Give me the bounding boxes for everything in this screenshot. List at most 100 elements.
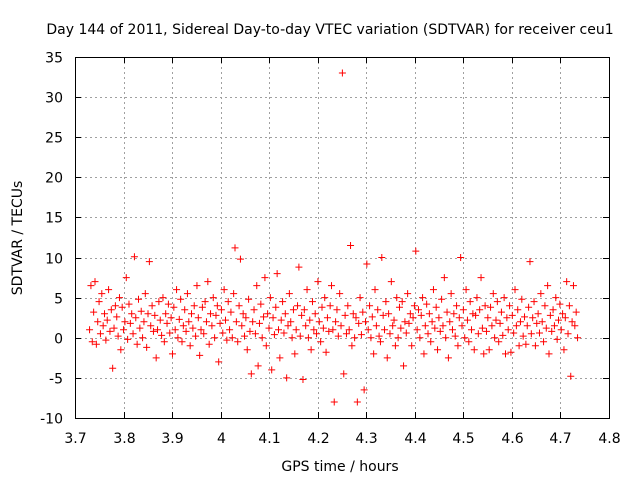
data-point — [353, 398, 361, 406]
data-point — [408, 342, 416, 350]
data-point — [251, 330, 259, 338]
data-point — [213, 302, 221, 310]
data-point — [186, 342, 194, 350]
data-point — [134, 295, 142, 303]
data-point — [219, 329, 227, 337]
data-point — [236, 255, 244, 263]
data-point — [508, 311, 516, 319]
data-point — [130, 253, 138, 261]
data-point — [415, 306, 423, 314]
data-point — [288, 334, 296, 342]
data-point — [279, 298, 287, 306]
data-point — [321, 294, 329, 302]
data-point — [432, 303, 440, 311]
data-point — [379, 311, 387, 319]
data-point — [434, 346, 442, 354]
y-tick-label: -10 — [40, 412, 63, 428]
data-point — [207, 310, 215, 318]
data-point — [298, 311, 306, 319]
data-point — [383, 354, 391, 362]
data-point — [329, 326, 337, 334]
data-point — [521, 313, 529, 321]
data-point — [158, 331, 166, 339]
data-point — [291, 350, 299, 358]
data-point — [185, 318, 193, 326]
data-point — [333, 306, 341, 314]
data-point — [280, 329, 288, 337]
data-point — [572, 308, 580, 316]
x-tick-label: 4.6 — [501, 431, 523, 447]
data-point — [164, 300, 172, 308]
data-point — [370, 350, 378, 358]
data-point — [154, 326, 162, 334]
data-point — [525, 303, 533, 311]
data-point — [126, 319, 134, 327]
data-point — [178, 338, 186, 346]
data-point — [473, 294, 481, 302]
data-point — [439, 322, 447, 330]
data-point — [481, 302, 489, 310]
x-tick-label: 4.4 — [404, 431, 426, 447]
data-point — [302, 322, 310, 330]
data-point — [308, 298, 316, 306]
data-point — [461, 334, 469, 342]
data-point — [306, 316, 314, 324]
data-point — [325, 327, 333, 335]
data-point — [457, 254, 465, 262]
data-point — [238, 322, 246, 330]
data-point — [454, 342, 462, 350]
data-point — [268, 366, 276, 374]
data-point — [125, 300, 133, 308]
data-point — [118, 303, 126, 311]
x-tick-label: 3.7 — [64, 431, 86, 447]
data-point — [348, 342, 356, 350]
data-point — [352, 314, 360, 322]
data-point — [220, 286, 228, 294]
data-point — [208, 322, 216, 330]
data-point — [265, 324, 273, 332]
data-point — [190, 302, 198, 310]
data-point — [474, 330, 482, 338]
data-point — [230, 290, 238, 298]
data-point — [451, 332, 459, 340]
data-point — [503, 314, 511, 322]
data-point — [132, 314, 140, 322]
data-point — [296, 332, 304, 340]
data-point — [122, 274, 130, 282]
data-point — [447, 290, 455, 298]
data-point — [94, 318, 102, 326]
data-point — [179, 322, 187, 330]
data-point — [234, 338, 242, 346]
data-point — [338, 69, 346, 77]
data-point — [192, 332, 200, 340]
data-point — [115, 294, 123, 302]
data-point — [344, 302, 352, 310]
data-point — [258, 334, 266, 342]
data-point — [363, 260, 371, 268]
data-point — [182, 327, 190, 335]
data-point — [137, 307, 145, 315]
data-point — [109, 364, 117, 372]
data-point — [476, 306, 484, 314]
data-point — [559, 310, 567, 318]
data-point — [417, 311, 425, 319]
data-point — [458, 322, 466, 330]
data-point — [323, 314, 331, 322]
data-point — [531, 342, 539, 350]
data-point — [487, 303, 495, 311]
data-point — [427, 338, 435, 346]
data-point — [574, 334, 582, 342]
data-point — [183, 290, 191, 298]
data-point — [401, 318, 409, 326]
data-point — [387, 278, 395, 286]
data-point — [409, 314, 417, 322]
data-point — [120, 326, 128, 334]
data-point — [465, 338, 473, 346]
data-point — [205, 340, 213, 348]
data-point — [314, 278, 322, 286]
data-point — [378, 254, 386, 262]
data-point — [262, 342, 270, 350]
x-tick-label: 3.9 — [161, 431, 183, 447]
data-point — [171, 326, 179, 334]
data-point — [357, 331, 365, 339]
